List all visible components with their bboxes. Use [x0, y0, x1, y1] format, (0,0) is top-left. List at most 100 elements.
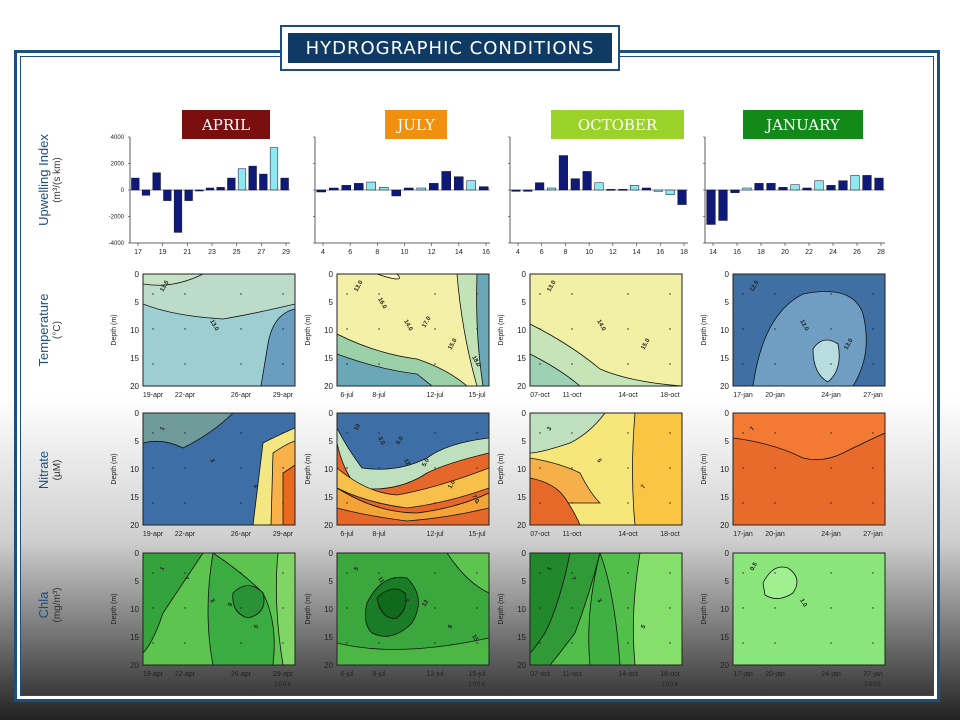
upwelling-xtick: 26 [853, 249, 861, 256]
chla-contour [762, 566, 798, 599]
sample-point [184, 642, 186, 644]
upwelling-bar [416, 187, 426, 191]
sample-point [742, 607, 744, 609]
depth-tick: 0 [522, 549, 527, 558]
date-tick: 8-jul [372, 531, 386, 538]
date-tick: 20-jan [765, 671, 785, 678]
sample-point [830, 607, 832, 609]
upwelling-xtick: 10 [401, 249, 409, 256]
upwelling-bar [329, 187, 339, 191]
contour-label: 12 [402, 458, 411, 467]
depth-tick: 10 [720, 326, 729, 335]
sample-point [627, 432, 629, 434]
upwelling-bar [259, 173, 268, 191]
depth-tick: 10 [324, 326, 333, 335]
chla-contour [275, 553, 295, 665]
temperature-contour [260, 308, 295, 386]
contour-label: 13.0 [547, 279, 558, 293]
contour-label: 12.5 [750, 279, 761, 293]
season-april: APRIL [182, 110, 270, 139]
upwelling-bar [594, 182, 604, 191]
upwelling-xtick: 6 [540, 249, 544, 256]
upwelling-xtick: 24 [829, 249, 837, 256]
upwelling-xtick: 25 [233, 249, 241, 256]
sample-point [669, 607, 671, 609]
depth-axis-label: Depth (m) [111, 314, 118, 345]
contour-label: 3 [595, 598, 602, 604]
panel-border [529, 273, 683, 387]
date-tick: 12-jul [426, 531, 444, 538]
upwelling-xtick: 16 [482, 249, 490, 256]
sample-point [240, 572, 242, 574]
depth-tick: 10 [324, 605, 333, 614]
contour-label: 1.0 [798, 598, 808, 609]
date-tick: 11-oct [563, 531, 582, 538]
sample-point [184, 432, 186, 434]
upwelling-ytick: 0 [121, 188, 125, 194]
temperature-contour [530, 353, 581, 386]
temperature-panel: 13.0 14.0 15.0 16.0 17.0 18.0 [336, 273, 490, 387]
nitrate-contour [337, 467, 489, 509]
upwelling-ytick: -2000 [109, 215, 125, 221]
upwelling-bar [173, 189, 183, 233]
temperature-contour [143, 274, 295, 320]
upwelling-xtick: 4 [321, 249, 325, 256]
sample-point [742, 572, 744, 574]
sample-point [346, 432, 348, 434]
sample-point [627, 502, 629, 504]
contour-label: 5 [641, 624, 648, 630]
sample-point [240, 502, 242, 504]
depth-tick: 5 [329, 577, 334, 586]
sample-point [571, 293, 573, 295]
upwelling-bar [205, 187, 215, 191]
upwelling-xtick: 8 [375, 249, 379, 256]
sample-point [571, 328, 573, 330]
depth-tick: 20 [324, 382, 333, 391]
sample-point [346, 642, 348, 644]
sample-point [830, 328, 832, 330]
depth-tick: 10 [517, 465, 526, 474]
depth-tick: 0 [725, 409, 730, 418]
upwelling-bar [754, 183, 764, 191]
contour-label: 5 [595, 458, 602, 464]
temperature-panel: 12.5 12.0 13.0 [732, 273, 886, 387]
upwelling-ytick: 2000 [111, 162, 125, 168]
depth-tick: 15 [517, 493, 526, 502]
date-tick: 11-oct [563, 671, 582, 678]
sample-point [434, 293, 436, 295]
date-tick: 24-jan [821, 671, 841, 678]
sample-point [152, 328, 154, 330]
contour-label: 1.0 [448, 479, 458, 490]
upwelling-xtick: 12 [428, 249, 436, 256]
depth-tick: 10 [517, 326, 526, 335]
sample-point [742, 432, 744, 434]
upwelling-ytick: 4000 [111, 135, 125, 141]
upwelling-bar [778, 187, 788, 191]
season-label: OCTOBER [577, 115, 658, 134]
depth-tick: 10 [324, 465, 333, 474]
contour-label: 3 [208, 598, 215, 604]
sample-point [476, 607, 478, 609]
date-tick: 17-jan [733, 531, 753, 538]
sample-point [774, 363, 776, 365]
chla-contour [376, 588, 407, 619]
panel-border [336, 273, 490, 387]
contour-label: 14.0 [402, 319, 413, 333]
sample-point [434, 502, 436, 504]
sample-point [627, 572, 629, 574]
contour-label: 3.0 [376, 436, 386, 447]
sample-point [627, 467, 629, 469]
sample-point [476, 363, 478, 365]
sample-point [872, 328, 874, 330]
upwelling-xtick: 18 [757, 249, 765, 256]
date-tick: 18-oct [660, 671, 680, 678]
sample-point [830, 572, 832, 574]
contour-label: 14.0 [595, 319, 606, 333]
nitrate-contour [632, 413, 682, 525]
upwelling-bar [237, 168, 247, 191]
contour-label: 5.0 [422, 457, 432, 468]
sample-point [742, 502, 744, 504]
chla-field [733, 553, 885, 665]
date-tick: 20-jan [765, 531, 785, 538]
upwelling-bar [163, 189, 172, 201]
